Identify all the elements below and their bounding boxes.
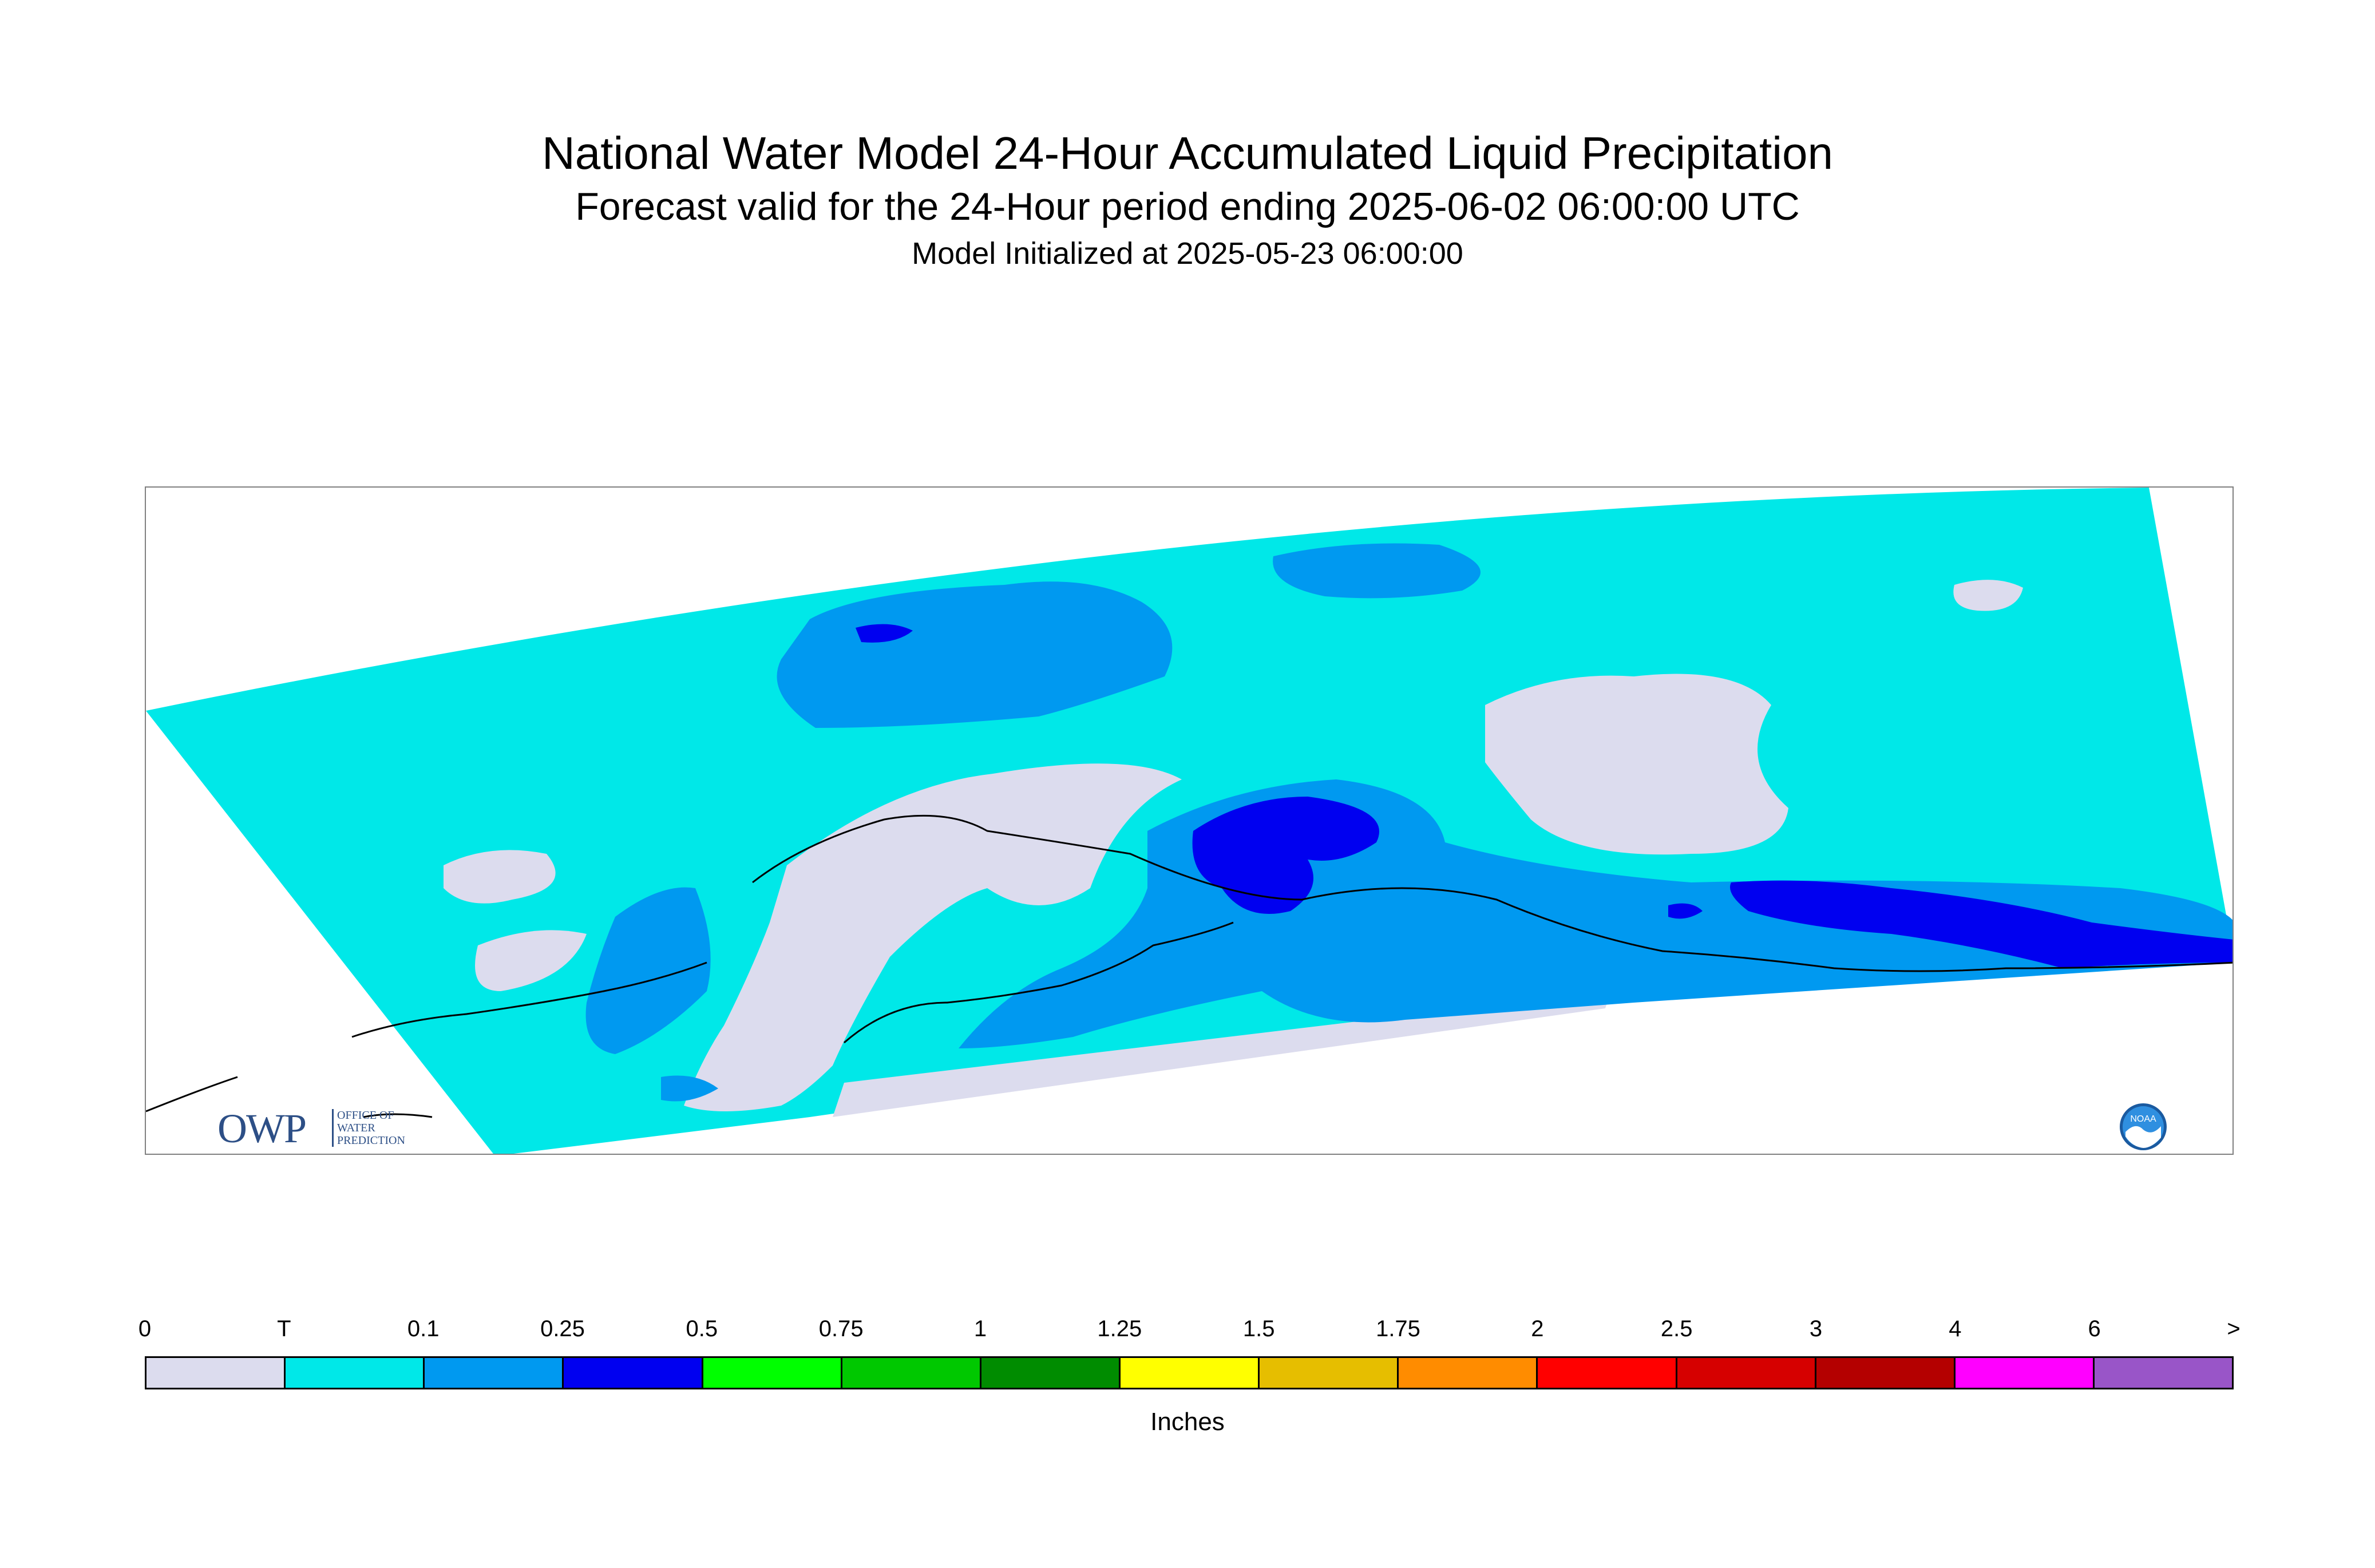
legend-swatch — [286, 1358, 425, 1388]
legend-tick-label: 2 — [1531, 1316, 1544, 1341]
legend-swatch — [425, 1358, 564, 1388]
precip-field-zero — [684, 763, 1182, 1111]
legend-swatch — [842, 1358, 981, 1388]
legend-swatch — [2094, 1358, 2232, 1388]
legend-tick-label: T — [277, 1316, 291, 1341]
precip-field-zero — [1485, 674, 1788, 855]
precip-field-light — [777, 581, 1173, 728]
precip-field-moderate — [1192, 797, 1379, 914]
model-init-time: Model Initialized at 2025-05-23 06:00:00 — [912, 236, 1463, 271]
legend-swatch — [703, 1358, 842, 1388]
precip-field-light — [585, 887, 711, 1054]
owp-logo: OWP OFFICE OF WATER PREDICTION — [217, 1106, 423, 1151]
legend-tick-label: 0.25 — [540, 1316, 585, 1341]
owp-logo-line: PREDICTION — [337, 1134, 405, 1147]
precip-field-light — [661, 1075, 718, 1102]
legend-tick-label: 4 — [1949, 1316, 1962, 1341]
precip-field-zero — [1953, 580, 2023, 611]
noaa-logo-letters: NOAA — [2130, 1114, 2156, 1124]
legend-swatch — [1260, 1358, 1399, 1388]
legend-swatch — [981, 1358, 1121, 1388]
legend-units-label: Inches — [1150, 1408, 1225, 1436]
precip-field-zero — [475, 930, 587, 991]
legend-tick-label: 2.5 — [1660, 1316, 1693, 1341]
legend-tick-label: 1.5 — [1242, 1316, 1275, 1341]
precip-field-light — [1273, 543, 1481, 599]
owp-logo-line: WATER — [337, 1122, 375, 1134]
legend-tick-labels: 0 T 0.1 0.25 0.5 0.75 1 1.25 1.5 1.75 2 2.5 3 4 6 > — [138, 1316, 2241, 1351]
precipitation-map — [146, 488, 2232, 1154]
map-panel: OWP OFFICE OF WATER PREDICTION NOAA — [145, 486, 2234, 1155]
owp-logo-line: OFFICE OF — [337, 1109, 394, 1122]
legend-tick-label: 0 — [138, 1316, 152, 1341]
noaa-logo: NOAA — [2120, 1103, 2167, 1150]
legend-tick-label: 0.5 — [686, 1316, 718, 1341]
color-scale-bar — [145, 1356, 2234, 1389]
legend-swatch — [1677, 1358, 1816, 1388]
legend-tick-label: 3 — [1809, 1316, 1823, 1341]
legend-tick-label: 6 — [2088, 1316, 2101, 1341]
legend-tick-label: 1 — [973, 1316, 987, 1341]
legend-tick-label: 1.75 — [1376, 1316, 1420, 1341]
legend-swatch — [1955, 1358, 2095, 1388]
legend-tick-label: > — [2227, 1316, 2241, 1341]
precip-field-moderate — [856, 624, 913, 643]
legend-swatch — [1399, 1358, 1538, 1388]
legend-swatch — [564, 1358, 703, 1388]
legend-tick-label: 1.25 — [1097, 1316, 1142, 1341]
legend-tick-label: 0.1 — [407, 1316, 440, 1341]
map-title: National Water Model 24-Hour Accumulated… — [542, 128, 1833, 179]
precip-field-zero — [833, 991, 1611, 1117]
owp-logo-letters: OWP — [217, 1106, 307, 1151]
coastline — [146, 814, 2232, 1118]
legend-swatch — [147, 1358, 286, 1388]
legend-swatch — [1538, 1358, 1677, 1388]
map-subtitle: Forecast valid for the 24-Hour period en… — [575, 185, 1800, 228]
owp-logo-subtitle: OFFICE OF WATER PREDICTION — [332, 1109, 405, 1147]
legend-tick-label: 0.75 — [818, 1316, 864, 1341]
precip-field-moderate — [1730, 880, 2232, 968]
legend-swatch — [1120, 1358, 1260, 1388]
legend-swatch — [1816, 1358, 1956, 1388]
precip-field-moderate — [1668, 903, 1703, 919]
precip-field-zero — [444, 850, 556, 904]
